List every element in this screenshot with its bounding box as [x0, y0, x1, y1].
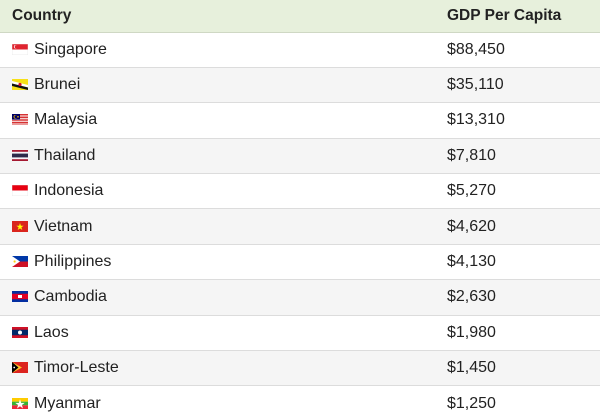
table-row: Cambodia $2,630 — [0, 279, 600, 316]
country-cell: Indonesia — [0, 173, 435, 210]
table-row: Vietnam $4,620 — [0, 208, 600, 245]
gdp-value-cell: $1,250 — [435, 385, 600, 417]
table-row: Philippines $4,130 — [0, 244, 600, 281]
table-header-row: Country GDP Per Capita — [0, 0, 600, 33]
singapore-flag-icon — [12, 43, 28, 55]
table-row: Singapore $88,450 — [0, 32, 600, 68]
table-row: Laos $1,980 — [0, 315, 600, 352]
gdp-value-cell: $13,310 — [435, 102, 600, 139]
table-row: Indonesia $5,270 — [0, 173, 600, 210]
philippines-flag-icon — [12, 256, 28, 268]
country-cell: Philippines — [0, 244, 435, 281]
cambodia-flag-icon — [12, 291, 28, 303]
indonesia-flag-icon — [12, 185, 28, 197]
country-name: Timor-Leste — [34, 359, 119, 377]
country-cell: Singapore — [0, 32, 435, 68]
gdp-value-cell: $1,450 — [435, 350, 600, 387]
country-name: Cambodia — [34, 288, 107, 306]
gdp-value-cell: $4,620 — [435, 208, 600, 245]
gdp-value-cell: $5,270 — [435, 173, 600, 210]
table-row: Brunei $35,110 — [0, 67, 600, 104]
country-cell: Thailand — [0, 138, 435, 175]
country-name: Laos — [34, 323, 69, 341]
malaysia-flag-icon — [12, 114, 28, 126]
timor-leste-flag-icon — [12, 362, 28, 374]
country-name: Vietnam — [34, 217, 93, 235]
country-name: Singapore — [34, 40, 107, 58]
gdp-value-cell: $4,130 — [435, 244, 600, 281]
table-row: Myanmar $1,250 — [0, 385, 600, 417]
country-cell: Malaysia — [0, 102, 435, 139]
gdp-value-cell: $1,980 — [435, 315, 600, 352]
country-cell: Timor-Leste — [0, 350, 435, 387]
vietnam-flag-icon — [12, 220, 28, 232]
country-cell: Vietnam — [0, 208, 435, 245]
gdp-value-cell: $7,810 — [435, 138, 600, 175]
country-name: Brunei — [34, 76, 81, 94]
table-row: Thailand $7,810 — [0, 138, 600, 175]
country-cell: Brunei — [0, 67, 435, 104]
laos-flag-icon — [12, 326, 28, 338]
country-cell: Laos — [0, 315, 435, 352]
brunei-flag-icon — [12, 79, 28, 91]
gdp-value-cell: $35,110 — [435, 67, 600, 104]
country-name: Thailand — [34, 146, 96, 164]
country-name: Malaysia — [34, 111, 98, 129]
country-cell: Cambodia — [0, 279, 435, 316]
country-name: Myanmar — [34, 394, 101, 412]
country-name: Indonesia — [34, 182, 104, 200]
header-gdp-per-capita: GDP Per Capita — [435, 0, 600, 33]
table-row: Timor-Leste $1,450 — [0, 350, 600, 387]
country-name: Philippines — [34, 253, 112, 271]
table-row: Malaysia $13,310 — [0, 102, 600, 139]
table-body: Singapore $88,450 Brunei $35,110 Malaysia $13… — [0, 32, 600, 417]
header-country: Country — [0, 0, 435, 33]
country-cell: Myanmar — [0, 385, 435, 417]
thailand-flag-icon — [12, 149, 28, 161]
gdp-value-cell: $88,450 — [435, 32, 600, 68]
gdp-value-cell: $2,630 — [435, 279, 600, 316]
myanmar-flag-icon — [12, 397, 28, 409]
